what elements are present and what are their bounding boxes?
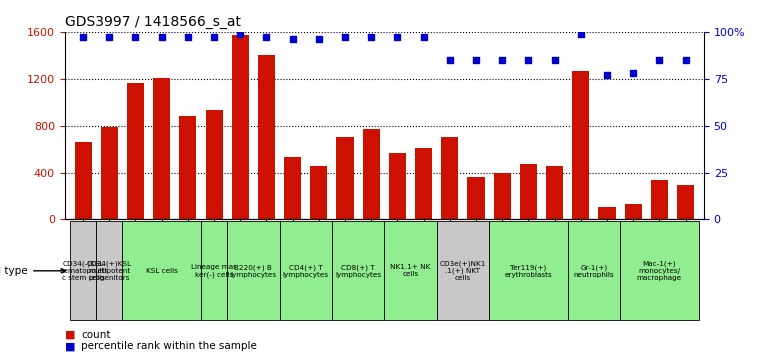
Text: CD8(+) T
lymphocytes: CD8(+) T lymphocytes	[335, 264, 381, 278]
Bar	[437, 221, 489, 320]
Bar	[363, 129, 380, 219]
Text: NK1.1+ NK
cells: NK1.1+ NK cells	[390, 264, 431, 277]
Bar	[284, 157, 301, 219]
Point	[496, 57, 508, 63]
Point	[549, 57, 561, 63]
Bar	[201, 221, 227, 320]
Text: Mac-1(+)
monocytes/
macrophage: Mac-1(+) monocytes/ macrophage	[637, 261, 682, 281]
Bar	[494, 172, 511, 219]
Bar	[546, 166, 563, 219]
Text: cell type: cell type	[0, 266, 65, 276]
Bar	[384, 221, 437, 320]
Point	[129, 35, 142, 40]
Point	[208, 35, 220, 40]
Point	[260, 35, 272, 40]
Point	[444, 57, 456, 63]
Bar	[96, 221, 123, 320]
Bar	[598, 207, 616, 219]
Bar	[258, 55, 275, 219]
Bar	[568, 221, 620, 320]
Point	[653, 57, 665, 63]
Bar	[127, 83, 144, 219]
Bar	[677, 185, 694, 219]
Point	[418, 35, 430, 40]
Point	[470, 57, 482, 63]
Point	[522, 57, 534, 63]
Text: B220(+) B
lymphocytes: B220(+) B lymphocytes	[231, 264, 276, 278]
Bar	[123, 221, 201, 320]
Text: CD4(+) T
lymphocytes: CD4(+) T lymphocytes	[282, 264, 329, 278]
Bar	[332, 221, 384, 320]
Bar	[651, 179, 668, 219]
Bar	[620, 221, 699, 320]
Bar	[279, 221, 332, 320]
Bar	[389, 153, 406, 219]
Bar	[100, 127, 118, 219]
Bar	[75, 142, 91, 219]
Text: Gr-1(+)
neutrophils: Gr-1(+) neutrophils	[574, 264, 614, 278]
Point	[313, 36, 325, 42]
Text: CD34(+)KSL
multipotent
progenitors: CD34(+)KSL multipotent progenitors	[87, 261, 132, 281]
Text: KSL cells: KSL cells	[145, 268, 177, 274]
Point	[601, 72, 613, 78]
Point	[575, 31, 587, 36]
Text: count: count	[81, 330, 111, 339]
Bar	[231, 35, 249, 219]
Point	[287, 36, 299, 42]
Point	[339, 35, 351, 40]
Bar	[489, 221, 568, 320]
Point	[365, 35, 377, 40]
Bar	[520, 164, 537, 219]
Bar	[310, 166, 327, 219]
Point	[103, 35, 116, 40]
Text: Lineage mar
ker(-) cells: Lineage mar ker(-) cells	[192, 264, 237, 278]
Bar	[153, 78, 170, 219]
Bar	[467, 177, 485, 219]
Text: ■: ■	[65, 330, 75, 339]
Bar	[336, 137, 354, 219]
Point	[391, 35, 403, 40]
Text: CD34(-)KSL
hematopoieti
c stem cells: CD34(-)KSL hematopoieti c stem cells	[59, 261, 107, 281]
Point	[680, 57, 692, 63]
Bar	[441, 137, 458, 219]
Bar	[415, 148, 432, 219]
Text: CD3e(+)NK1
.1(+) NKT
cells: CD3e(+)NK1 .1(+) NKT cells	[440, 260, 486, 281]
Text: ■: ■	[65, 341, 75, 351]
Point	[234, 31, 247, 36]
Text: GDS3997 / 1418566_s_at: GDS3997 / 1418566_s_at	[65, 16, 240, 29]
Bar	[205, 110, 222, 219]
Bar	[227, 221, 279, 320]
Text: Ter119(+)
erythroblasts: Ter119(+) erythroblasts	[505, 264, 552, 278]
Point	[77, 35, 89, 40]
Point	[627, 70, 639, 76]
Bar	[572, 71, 589, 219]
Bar	[180, 116, 196, 219]
Point	[155, 35, 167, 40]
Text: percentile rank within the sample: percentile rank within the sample	[81, 341, 257, 351]
Bar	[70, 221, 96, 320]
Bar	[625, 204, 642, 219]
Point	[182, 35, 194, 40]
